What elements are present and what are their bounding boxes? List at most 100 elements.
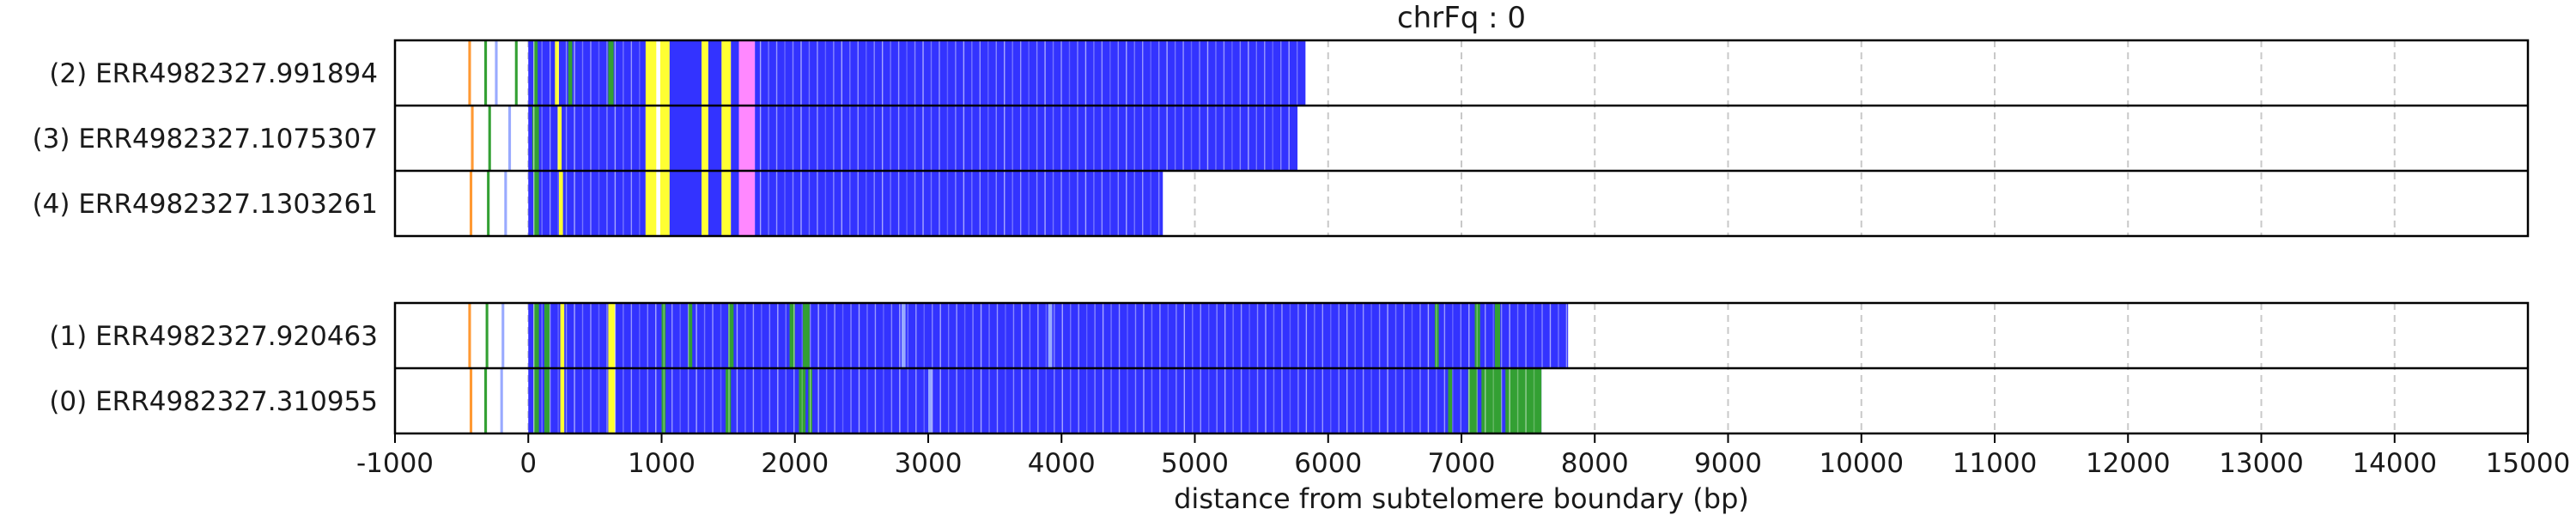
repeat-stripe: [1509, 304, 1510, 367]
repeat-stripe: [1167, 304, 1170, 367]
repeat-stripe: [963, 369, 966, 433]
repeat-stripe: [947, 304, 950, 367]
repeat-stripe: [1028, 106, 1030, 170]
repeat-stripe: [881, 41, 884, 105]
repeat-stripe: [1216, 369, 1218, 433]
repeat-stripe: [906, 172, 908, 235]
repeat-stripe: [866, 369, 868, 433]
repeat-stripe: [1094, 369, 1096, 433]
repeat-stripe: [1273, 304, 1275, 367]
repeat-stripe: [897, 106, 900, 170]
repeat-stripe: [866, 304, 868, 367]
repeat-stripe: [1174, 41, 1176, 105]
repeat-stripe: [1084, 172, 1087, 235]
repeat-stripe: [1157, 41, 1160, 105]
repeat-stripe: [996, 304, 999, 367]
read-segment: [504, 172, 507, 235]
repeat-stripe: [541, 41, 543, 105]
repeat-stripe: [1101, 106, 1103, 170]
x-tick-label: 8000: [1561, 448, 1629, 479]
repeat-stripe: [1109, 41, 1111, 105]
repeat-stripe: [663, 304, 665, 367]
repeat-stripe: [1403, 304, 1405, 367]
repeat-stripe: [1248, 106, 1249, 170]
repeat-stripe: [1516, 304, 1519, 367]
repeat-stripe: [557, 304, 559, 367]
repeat-stripe: [532, 304, 535, 367]
repeat-stripe: [1255, 41, 1258, 105]
repeat-stripe: [1012, 369, 1015, 433]
repeat-stripe: [1206, 106, 1209, 170]
repeat-stripe: [1419, 369, 1421, 433]
repeat-stripe: [1068, 172, 1071, 235]
repeat-stripe: [1200, 369, 1201, 433]
repeat-stripe: [768, 106, 769, 170]
repeat-stripe: [1500, 369, 1503, 433]
repeat-stripe: [1133, 41, 1135, 105]
repeat-stripe: [1387, 304, 1388, 367]
repeat-stripe: [598, 304, 600, 367]
repeat-stripe: [1436, 369, 1437, 433]
x-tick-label: 7000: [1428, 448, 1496, 479]
repeat-stripe: [841, 304, 844, 367]
repeat-stripe: [720, 304, 722, 367]
repeat-stripe: [858, 369, 860, 433]
repeat-stripe: [598, 106, 600, 170]
repeat-stripe: [1036, 172, 1038, 235]
repeat-stripe: [963, 41, 965, 105]
repeat-stripe: [1157, 106, 1160, 170]
repeat-stripe: [630, 304, 633, 367]
repeat-stripe: [614, 304, 617, 367]
repeat-stripe: [808, 106, 811, 170]
repeat-stripe: [1394, 304, 1397, 367]
repeat-stripe: [906, 106, 908, 170]
repeat-stripe: [1321, 369, 1324, 433]
repeat-stripe: [946, 41, 949, 105]
repeat-stripe: [1060, 172, 1062, 235]
repeat-stripe: [1133, 172, 1135, 235]
repeat-stripe: [1182, 41, 1184, 105]
repeat-stripe: [1166, 106, 1168, 170]
repeat-stripe: [857, 172, 859, 235]
read-segment: [901, 304, 906, 367]
repeat-stripe: [1061, 369, 1063, 433]
panel-frame: [393, 39, 2530, 238]
repeat-stripe: [557, 41, 559, 105]
read-segment: [560, 304, 565, 367]
read-segment: [702, 172, 708, 235]
repeat-stripe: [1060, 41, 1062, 105]
repeat-stripe: [606, 172, 608, 235]
repeat-stripe: [914, 106, 916, 170]
repeat-stripe: [987, 106, 989, 170]
read-segment: [721, 41, 732, 105]
repeat-stripe: [1346, 304, 1348, 367]
repeat-stripe: [1427, 369, 1430, 433]
read-segment: [484, 41, 488, 105]
x-tick-label: 9000: [1694, 448, 1762, 479]
repeat-stripe: [1338, 304, 1340, 367]
repeat-stripe: [1190, 41, 1193, 105]
repeat-stripe: [541, 106, 543, 170]
repeat-stripe: [1174, 106, 1176, 170]
x-axis: -1000 0 1000 2000 3000 4000 5000 6000 7000 8000 90…: [356, 434, 2570, 479]
repeat-stripe: [995, 172, 997, 235]
repeat-stripe: [987, 41, 989, 105]
repeat-stripe: [972, 304, 974, 367]
repeat-stripe: [1288, 106, 1290, 170]
read-segment: [533, 172, 539, 235]
read-segment: [702, 106, 708, 170]
repeat-stripe: [833, 106, 835, 170]
repeat-stripe: [679, 369, 681, 433]
repeat-stripe: [890, 304, 893, 367]
repeat-stripe: [1118, 304, 1121, 367]
repeat-stripe: [963, 304, 966, 367]
repeat-stripe: [1093, 172, 1095, 235]
repeat-stripe: [1452, 369, 1454, 433]
read-segment: [708, 106, 722, 170]
repeat-stripe: [995, 106, 997, 170]
repeat-stripe: [1117, 172, 1120, 235]
read-segment: [533, 304, 539, 367]
repeat-stripe: [784, 41, 786, 105]
read-segment: [1048, 304, 1053, 367]
repeat-stripe: [833, 172, 835, 235]
